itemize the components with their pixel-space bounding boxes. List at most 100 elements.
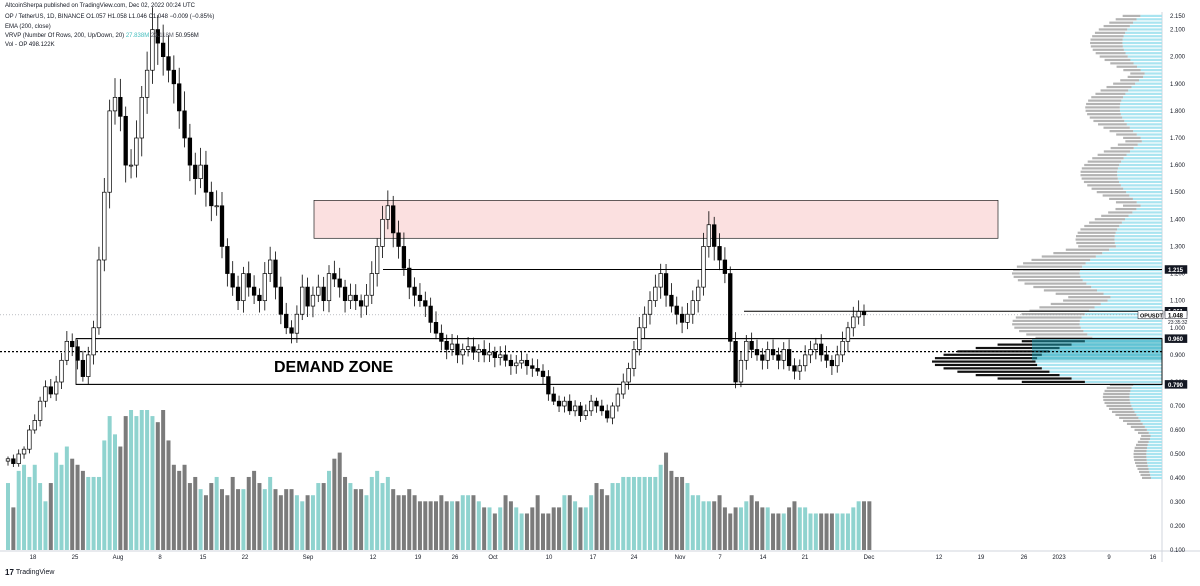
volume-profile-row-up <box>1130 58 1162 62</box>
candle-body <box>663 273 669 296</box>
volume-bar <box>353 489 358 550</box>
volume-bar <box>519 513 524 550</box>
candle-body <box>626 368 631 383</box>
volume-bar <box>86 476 91 550</box>
volume-profile-row-down <box>1076 235 1115 238</box>
volume-profile-row-down <box>1133 449 1147 452</box>
volume-bar <box>685 483 690 550</box>
volume-profile-row-down <box>1134 458 1147 461</box>
volume-profile-row-down <box>1140 437 1150 440</box>
volume-profile-row-down <box>1090 38 1123 41</box>
volume-profile-row-down <box>1075 238 1115 241</box>
volume-bar <box>733 507 738 550</box>
volume-profile-row-down <box>1087 160 1122 163</box>
volume-profile-row-up <box>1133 130 1162 133</box>
candle-body <box>653 286 658 302</box>
volume-bar <box>722 507 727 550</box>
volume-profile-row-down <box>997 377 1072 380</box>
candle-body <box>760 354 765 361</box>
volume-bar <box>375 470 380 550</box>
volume-bar <box>535 495 540 550</box>
volume-profile-row-up <box>1103 292 1162 295</box>
volume-bar <box>369 476 374 550</box>
candle-body <box>824 354 829 361</box>
volume-profile-row-up <box>1114 238 1162 241</box>
volume-bar <box>840 513 845 550</box>
volume-bar <box>717 495 722 550</box>
vrvp-legend[interactable]: VRVP (Number Of Rows, 200, Up/Down, 20) … <box>5 32 199 40</box>
volume-profile-row-up <box>1041 367 1162 370</box>
volume-profile-row-down <box>1087 113 1121 116</box>
candle-body <box>599 405 604 412</box>
volume-bar <box>327 470 331 550</box>
volume-bar <box>305 495 310 550</box>
volume-profile-row-down <box>1041 255 1096 258</box>
volume-profile-row-down <box>1106 386 1132 389</box>
volume-profile-row-down <box>1053 252 1103 255</box>
volume-profile-row-up <box>1084 380 1162 383</box>
candle-body <box>139 96 144 139</box>
volume-profile-row-down <box>1021 380 1085 383</box>
volume-profile-row-up <box>1129 194 1162 197</box>
volume-profile-row-up <box>1091 285 1162 289</box>
volume-profile-row-down <box>1101 214 1129 217</box>
volume-profile-row-down <box>1098 123 1127 126</box>
volume-profile-row-up <box>1150 434 1162 437</box>
volume-profile-row-down <box>934 363 1038 367</box>
volume-bar <box>321 483 326 550</box>
volume-profile-row-up <box>1086 282 1162 285</box>
volume-profile-row-down <box>1097 153 1127 156</box>
candle-body <box>278 286 283 315</box>
volume-profile-row-down <box>1024 282 1087 285</box>
volume-profile-row-up <box>1147 461 1162 464</box>
candle-body <box>658 273 663 288</box>
candle-body <box>835 354 840 367</box>
volume-profile-row-up <box>1133 21 1162 24</box>
volume-bar <box>96 476 101 550</box>
candle-body <box>246 273 251 288</box>
candle-body <box>861 311 867 316</box>
candle-body <box>546 376 551 395</box>
tradingview-brand[interactable]: 17 TradingView <box>5 568 54 577</box>
volume-profile-row-up <box>1119 106 1162 109</box>
volume-bar <box>760 507 765 550</box>
volume-profile-row-down <box>1137 431 1149 434</box>
value-area-highlight <box>1032 338 1162 361</box>
volume-profile-row-up <box>1059 374 1162 377</box>
volume-bar <box>129 410 134 550</box>
volume-profile-row-up <box>1089 309 1162 312</box>
volume-bar <box>11 507 16 550</box>
candle-body <box>118 96 123 117</box>
price-axis-tick: 1.400 <box>1170 217 1186 223</box>
volume-bar <box>455 501 460 550</box>
volume-profile-row-up <box>1115 231 1162 234</box>
volume-bar <box>471 495 476 550</box>
volume-legend[interactable]: Vol - OP 498.122K <box>5 41 55 49</box>
volume-profile-row-up <box>1137 65 1162 68</box>
candle-body <box>829 359 835 367</box>
volume-profile-row-up <box>1130 150 1162 153</box>
time-axis-tick: 25 <box>72 555 79 561</box>
time-axis-tick: 24 <box>631 555 638 561</box>
volume-bar <box>166 440 171 550</box>
ema-legend[interactable]: EMA (200, close) <box>5 24 51 30</box>
candle-body <box>669 294 674 307</box>
volume-bar <box>808 513 813 550</box>
volume-profile-row-up <box>1147 443 1162 446</box>
volume-profile-row-up <box>1144 425 1162 428</box>
volume-bar <box>578 507 583 550</box>
volume-profile-row-up <box>1119 163 1162 167</box>
candle-body <box>808 349 813 356</box>
candle-body <box>605 410 610 419</box>
brand-name: TradingView <box>15 569 55 576</box>
volume-bar <box>605 495 610 550</box>
candle-body <box>241 273 246 302</box>
candle-body <box>540 370 546 377</box>
volume-profile-row-down <box>1085 109 1120 112</box>
candle-body <box>792 365 797 372</box>
volume-bar <box>289 489 294 550</box>
volume-profile-row-down <box>1133 452 1147 455</box>
time-axis-tick: 7 <box>718 555 722 561</box>
